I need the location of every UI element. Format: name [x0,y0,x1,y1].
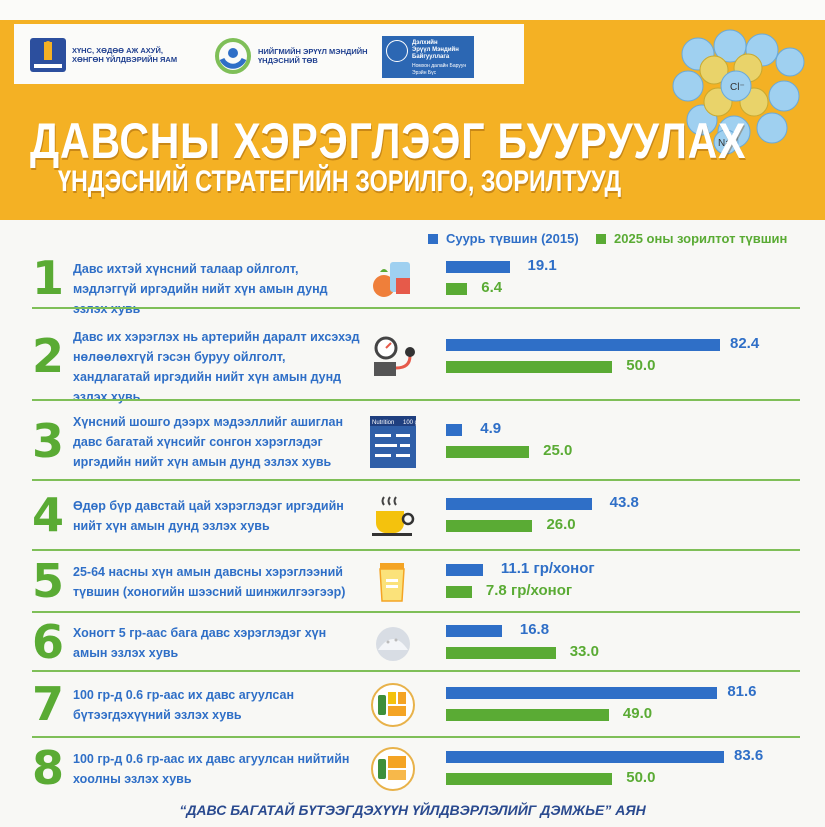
baseline-value: 11.1 гр/хоног [500,560,595,577]
row-number: 2 [32,328,65,383]
nutrition-amount: 100 g [403,420,416,426]
salt-crystal-icon: Cl⁻ Na⁺ [668,24,808,159]
product-label-icon [370,682,416,728]
target-bar [446,647,556,659]
legend-baseline: Суурь түвшин (2015) [428,231,579,246]
row-divider [32,736,800,738]
chart-row: 1 Давс ихтэй хүнсний талаар ойлголт, мэдл… [0,250,825,316]
nutrition-heading: Nutrition [372,420,394,426]
row-number: 6 [32,615,65,669]
row-divider [32,549,800,551]
who-logo: Дэлхийн Эрүүл Мэндийн Байгууллага Номхон… [382,36,474,78]
phc-logo: НИЙГМИЙН ЭРҮҮЛ МЭНДИЙН ҮНДЭСНИЙ ТӨВ [214,37,368,75]
row-description: 100 гр-д 0.6 гр-аас их давс агуулсан ний… [73,752,350,786]
tea-cup-icon [370,493,416,539]
target-bar [446,773,613,785]
baseline-bar [446,498,592,510]
row-divider [32,670,800,672]
ministry-name: ХҮНС, ХӨДӨӨ АЖ АХУЙ, ХӨНГӨН ҮЙЛДВЭРИЙН Я… [72,46,178,64]
baseline-bar [446,423,463,436]
food-icon [370,256,416,302]
target-value: 25.0 [543,441,573,459]
target-bar [446,709,609,721]
chart-row: 6 Хоногт 5 гр-аас бага давс хэрэглэдэг хү… [0,615,825,672]
baseline-value: 16.8 [519,621,550,638]
ministry-logo: ХҮНС, ХӨДӨӨ АЖ АХУЙ, ХӨНГӨН ҮЙЛДВЭРИЙН Я… [30,38,177,72]
salt-pile-icon [370,620,416,666]
baseline-bar [446,261,510,273]
who-region: Номхон далайн Баруун Эрэйн Бүс [412,63,467,76]
who-badge: Дэлхийн Эрүүл Мэндийн Байгууллага Номхон… [382,36,474,78]
target-value: 7.8 гр/хоног [485,582,573,599]
baseline-bar [446,751,724,763]
target-bar [446,586,472,598]
row-number: 8 [32,741,65,795]
legend-target-label: 2025 оны зорилтот түвшин [614,231,788,246]
row-description: Давс ихтэй хүнсний талаар ойлголт, мэдлэ… [73,262,328,316]
baseline-bar [446,625,502,637]
target-bar [446,360,613,373]
chart-row: 5 25-64 насны хүн амын давсны хэрэглээний… [0,552,825,613]
baseline-value: 83.6 [733,747,764,764]
legend-target-swatch [596,233,606,244]
cl-ion-label: Cl⁻ [730,82,745,93]
baseline-bar [446,687,718,699]
target-value: 26.0 [546,516,576,533]
row-description: Давс их хэрэглэх нь артерийн даралт ихсэ… [73,329,360,404]
target-value: 6.4 [481,279,503,296]
row-description: Хүнсний шошго дээрх мэдээллийг ашиглан д… [73,414,344,469]
main-subtitle: ҮНДЭСНИЙ СТРАТЕГИЙН ЗОРИЛГО, ЗОРИЛТУУД [58,165,622,198]
row-number: 5 [32,554,65,608]
ministry-emblem-icon [30,38,66,72]
main-title: ДАВСНЫ ХЭРЭГЛЭЭГ БУУРУУЛАХ [30,113,747,169]
row-description: Хоногт 5 гр-аас бага давс хэрэглэдэг хүн… [73,626,327,660]
meal-label-icon [370,746,416,792]
target-bar [446,520,533,532]
row-number: 3 [32,413,65,468]
target-value: 33.0 [569,643,599,660]
chart-row: 3 Хүнсний шошго дээрх мэдээллийг ашиглан … [0,403,825,481]
row-divider [32,399,800,401]
target-value: 49.0 [622,705,653,722]
chart-row: 7 100 гр-д 0.6 гр-аас их давс агуулсан бү… [0,673,825,738]
target-bar [446,283,468,295]
legend-baseline-swatch [428,233,438,244]
row-divider [32,611,800,613]
blood-pressure-icon [370,334,416,380]
who-name: Дэлхийн Эрүүл Мэндийн Байгууллага [412,40,459,60]
chart-row: 4 Өдөр бүр давстай цай хэрэглэдэг иргэдий… [0,482,825,551]
na-ion-label: Na⁺ [718,138,736,149]
row-description: 25-64 насны хүн амын давсны хэрэглээний … [73,565,346,599]
who-emblem-icon [386,40,408,62]
phc-name: НИЙГМИЙН ЭРҮҮЛ МЭНДИЙН ҮНДЭСНИЙ ТӨВ [258,47,368,65]
baseline-value: 43.8 [609,494,639,511]
row-number: 7 [32,677,65,731]
row-divider [32,307,800,309]
chart-row: 2 Давс их хэрэглэх нь артерийн даралт ихс… [0,313,825,404]
row-number: 4 [32,488,65,542]
baseline-bar [446,564,483,576]
target-value: 50.0 [626,356,656,374]
baseline-value: 81.6 [727,683,757,700]
phc-emblem-icon [214,37,252,75]
baseline-value: 19.1 [527,257,557,274]
legend-baseline-label: Суурь түвшин (2015) [446,231,579,246]
baseline-value: 82.4 [730,334,760,352]
chart-row: 8 100 гр-д 0.6 гр-аас их давс агуулсан ни… [0,740,825,798]
baseline-value: 4.9 [480,419,502,437]
row-divider [32,479,800,481]
target-value: 50.0 [626,769,656,786]
legend-target: 2025 оны зорилтот түвшин [596,231,787,246]
nutrition-label-icon: Nutrition 100 g [370,415,418,468]
urine-cup-icon [370,559,416,605]
row-number: 1 [32,251,65,305]
row-description: 100 гр-д 0.6 гр-аас их давс агуулсан бүт… [73,688,294,722]
target-bar [446,445,530,458]
baseline-bar [446,338,720,351]
row-description: Өдөр бүр давстай цай хэрэглэдэг иргэдийн… [73,499,344,533]
campaign-footer: “ДАВС БАГАТАЙ БҮТЭЭГДЭХҮҮН ҮЙЛДВЭРЛЭЛИЙГ… [179,802,646,818]
